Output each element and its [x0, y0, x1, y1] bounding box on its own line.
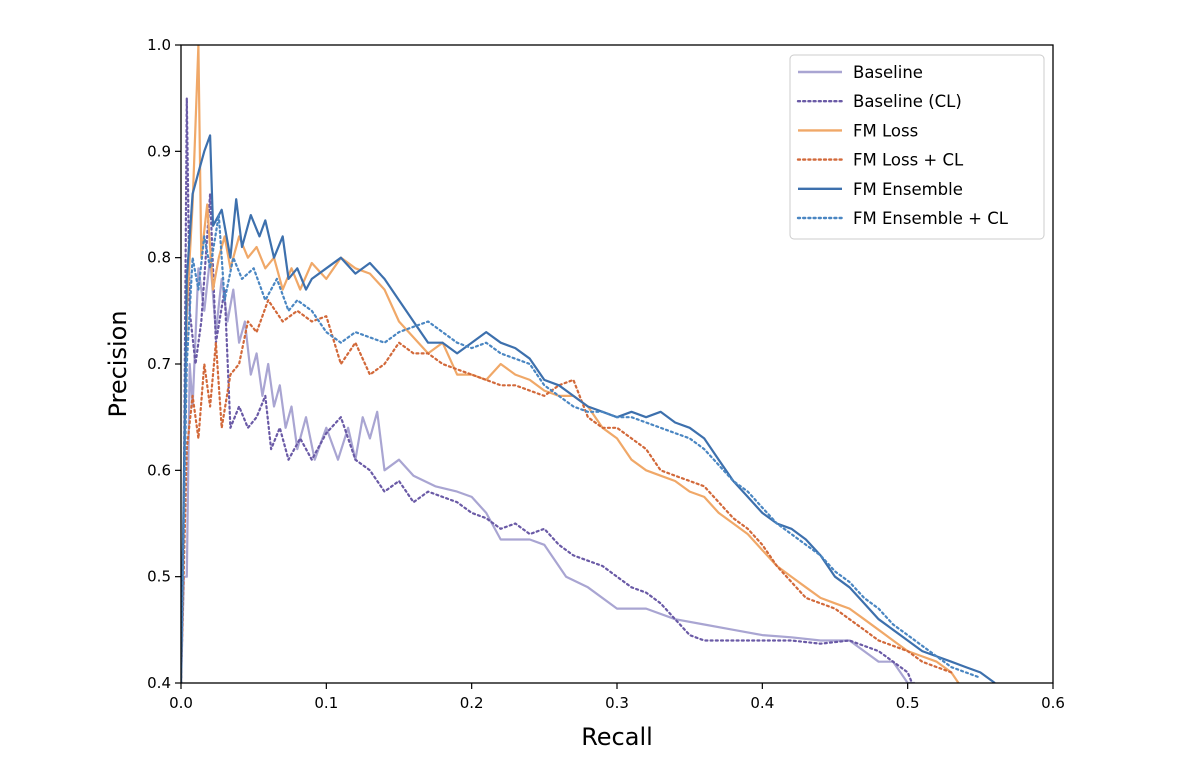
y-tick-label: 0.7 [147, 355, 171, 373]
x-axis-ticks: 0.0 0.1 0.2 0.3 0.4 0.5 0.6 [169, 683, 1065, 712]
series-line-fm-loss [181, 45, 960, 683]
legend-label: FM Loss [853, 121, 918, 140]
series-line-fm-ensemble [181, 134, 996, 683]
x-tick-label: 0.0 [169, 694, 193, 712]
x-tick-label: 0.4 [750, 694, 774, 712]
x-axis-title: Recall [581, 723, 653, 751]
y-tick-label: 1.0 [147, 36, 171, 54]
series-layer [181, 45, 996, 683]
y-tick-label: 0.5 [147, 568, 171, 586]
series-line-fm-ensemble-cl [181, 214, 982, 683]
y-axis-ticks: 0.4 0.5 0.6 0.7 0.8 0.9 1.0 [147, 36, 181, 692]
series-line-fm-loss-cl [181, 299, 953, 683]
legend-label: Baseline (CL) [853, 92, 962, 111]
y-tick-label: 0.8 [147, 249, 171, 267]
x-tick-label: 0.6 [1041, 694, 1065, 712]
x-tick-label: 0.3 [605, 694, 629, 712]
x-tick-label: 0.5 [896, 694, 920, 712]
y-axis-title: Precision [104, 310, 132, 417]
legend-label: Baseline [853, 63, 923, 82]
legend-label: FM Loss + CL [853, 151, 964, 170]
x-tick-label: 0.2 [460, 694, 484, 712]
legend-label: FM Ensemble [853, 180, 963, 199]
x-tick-label: 0.1 [314, 694, 338, 712]
y-tick-label: 0.4 [147, 674, 171, 692]
series-line-baseline-cl [181, 97, 914, 683]
legend-box [789, 54, 1045, 240]
legend-label: FM Ensemble + CL [853, 209, 1009, 228]
y-tick-label: 0.6 [147, 461, 171, 479]
legend: Baseline Baseline (CL) FM Loss FM Loss + CL… [789, 54, 1045, 240]
y-tick-label: 0.9 [147, 142, 171, 160]
